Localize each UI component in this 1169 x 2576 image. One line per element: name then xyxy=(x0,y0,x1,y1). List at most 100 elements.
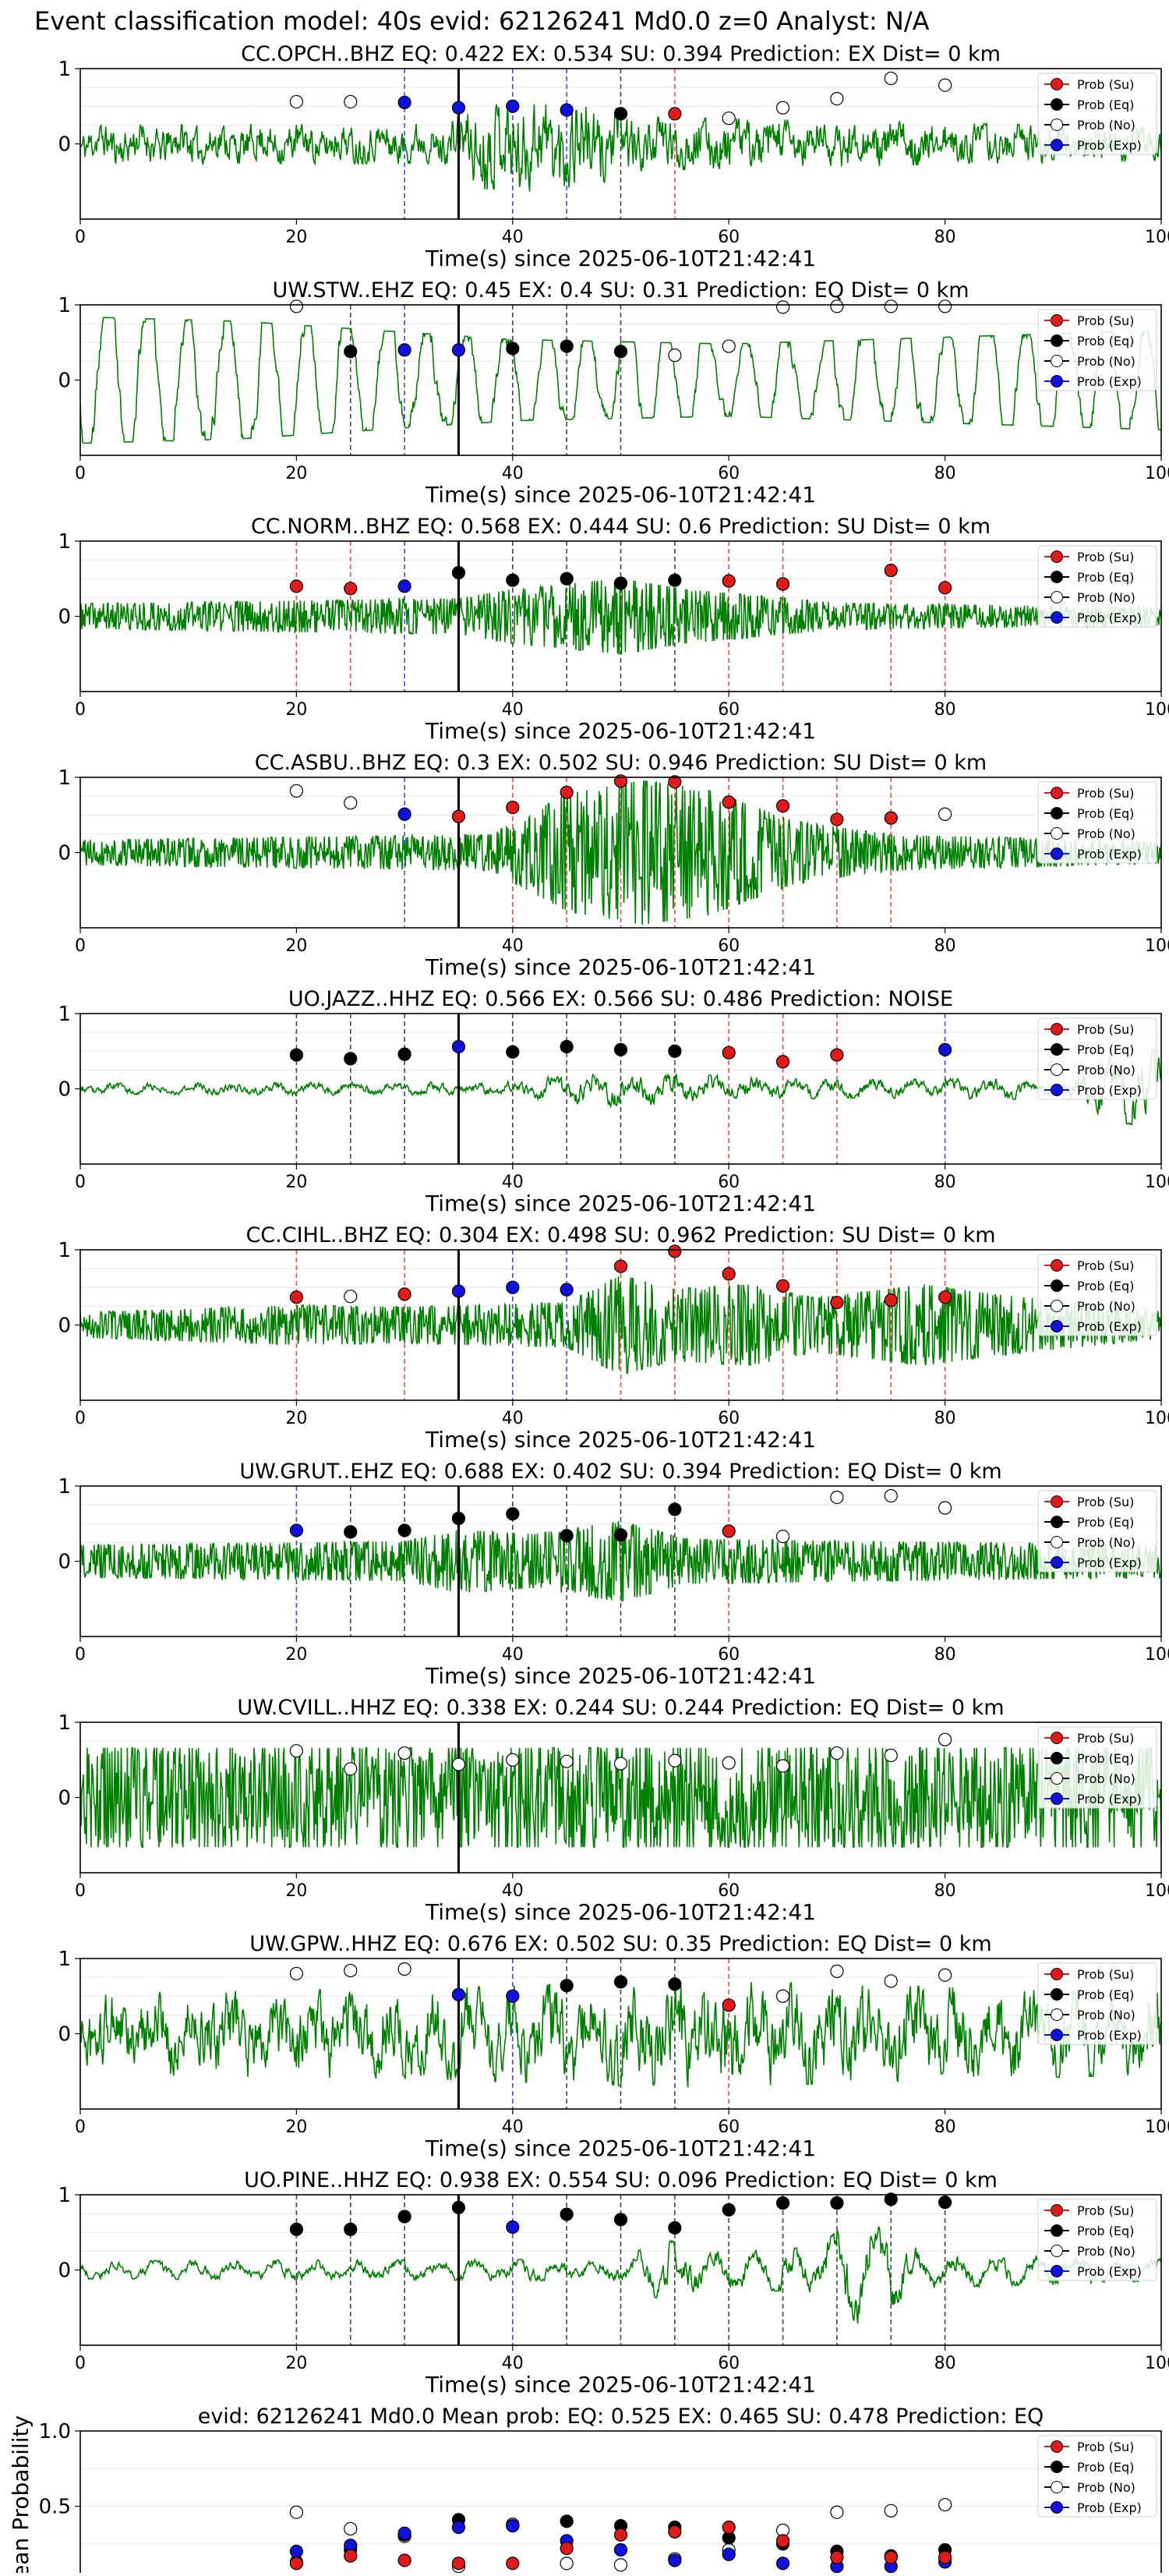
mean-marker-no xyxy=(613,2558,628,2572)
prob-marker-no xyxy=(722,111,736,126)
prob-marker-eq xyxy=(613,1042,628,1056)
legend-label-exp: Prob (Exp) xyxy=(1077,2264,1142,2279)
mean-marker-su xyxy=(560,2541,574,2556)
x-tick-label: 80 xyxy=(934,1409,956,1428)
mean-marker-exp xyxy=(613,2542,628,2557)
x-tick-label: 100 xyxy=(1145,2118,1169,2137)
prob-marker-no xyxy=(938,1732,952,1746)
legend-frame xyxy=(1037,309,1157,391)
legend-marker-no xyxy=(1051,827,1063,840)
legend-marker-no xyxy=(1051,2481,1063,2493)
prob-marker-exp xyxy=(451,1284,466,1298)
y-tick-label: 0 xyxy=(58,1078,71,1102)
x-tick-label: 40 xyxy=(502,1409,524,1428)
x-axis-label: Time(s) since 2025-06-10T21:42:41 xyxy=(425,718,816,744)
legend-label-su: Prob (Su) xyxy=(1077,77,1134,92)
legend-marker-eq xyxy=(1051,1043,1063,1056)
prob-marker-exp xyxy=(397,579,411,593)
prob-marker-no xyxy=(775,300,790,314)
x-tick-label: 60 xyxy=(718,1645,740,1665)
panel-title: CC.NORM..BHZ EQ: 0.568 EX: 0.444 SU: 0.6… xyxy=(251,515,991,539)
x-tick-label: 100 xyxy=(1145,464,1169,483)
prob-marker-no xyxy=(938,807,952,821)
legend-frame xyxy=(1037,1726,1157,1809)
prob-marker-su xyxy=(830,1048,844,1062)
legend-marker-su xyxy=(1051,550,1063,563)
station-panel: 10020406080100CC.CIHL..BHZ EQ: 0.304 EX:… xyxy=(58,1223,1169,1453)
legend-label-no: Prob (No) xyxy=(1077,2008,1135,2022)
legend-label-no: Prob (No) xyxy=(1077,2480,1135,2495)
y-tick-label: 0 xyxy=(58,2259,71,2283)
legend-label-no: Prob (No) xyxy=(1077,1299,1135,1314)
station-panel: 10020406080100CC.ASBU..BHZ EQ: 0.3 EX: 0… xyxy=(58,751,1169,980)
prob-marker-no xyxy=(884,1748,898,1763)
prob-marker-su xyxy=(722,1267,736,1281)
legend-label-exp: Prob (Exp) xyxy=(1077,1555,1142,1570)
prob-marker-su xyxy=(775,799,790,813)
panel-title: CC.CIHL..BHZ EQ: 0.304 EX: 0.498 SU: 0.9… xyxy=(245,1223,995,1247)
x-tick-label: 60 xyxy=(718,936,740,956)
prob-marker-no xyxy=(830,91,844,106)
prob-marker-no xyxy=(722,339,736,353)
station-panel: 10020406080100UW.STW..EHZ EQ: 0.45 EX: 0… xyxy=(58,278,1169,508)
prob-marker-eq xyxy=(884,2192,898,2206)
prob-marker-no xyxy=(344,94,358,109)
x-tick-label: 100 xyxy=(1145,936,1169,956)
x-tick-label: 40 xyxy=(502,700,524,720)
legend-label-eq: Prob (Eq) xyxy=(1077,1987,1134,2002)
x-tick-label: 40 xyxy=(502,228,524,247)
prob-marker-no xyxy=(884,1974,898,1988)
legend-label-su: Prob (Su) xyxy=(1077,786,1134,801)
mean-marker-no xyxy=(938,2497,952,2512)
prob-marker-eq xyxy=(506,1045,520,1059)
mean-marker-exp xyxy=(722,2547,736,2561)
y-tick-label: 1 xyxy=(58,1711,71,1735)
prob-marker-no xyxy=(775,1989,790,2003)
legend-marker-eq xyxy=(1051,1279,1063,1292)
prob-marker-su xyxy=(451,809,466,823)
prob-marker-exp xyxy=(289,1523,303,1537)
legend-label-exp: Prob (Exp) xyxy=(1077,2500,1142,2515)
prob-marker-su xyxy=(668,775,682,789)
legend-frame xyxy=(1037,2435,1157,2518)
legend-label-no: Prob (No) xyxy=(1077,826,1135,841)
legend-marker-eq xyxy=(1051,1988,1063,2001)
x-tick-label: 40 xyxy=(502,2354,524,2373)
legend: Prob (Su) Prob (Eq) Prob (No) Prob (Exp) xyxy=(1037,73,1157,155)
legend-label-no: Prob (No) xyxy=(1077,1535,1135,1550)
prob-marker-su xyxy=(775,1279,790,1293)
legend-label-su: Prob (Su) xyxy=(1077,1258,1134,1273)
legend-frame xyxy=(1037,1490,1157,1573)
prob-marker-no xyxy=(451,1757,466,1771)
mean-marker-exp xyxy=(289,2544,303,2558)
prob-marker-no xyxy=(344,1762,358,1776)
prob-marker-eq xyxy=(668,573,682,587)
mean-marker-exp xyxy=(506,2518,520,2533)
prob-marker-eq xyxy=(397,2210,411,2224)
x-tick-label: 20 xyxy=(285,1881,307,1901)
prob-marker-su xyxy=(560,785,574,799)
prob-marker-eq xyxy=(560,1039,574,1054)
prob-marker-no xyxy=(938,1968,952,1982)
x-tick-label: 20 xyxy=(285,936,307,956)
prob-marker-exp xyxy=(397,343,411,357)
legend-marker-eq xyxy=(1051,2224,1063,2237)
figure-suptitle: Event classification model: 40s evid: 62… xyxy=(34,6,930,36)
prob-marker-eq xyxy=(775,2196,790,2210)
prob-marker-eq xyxy=(506,341,520,356)
prob-marker-eq xyxy=(344,345,358,359)
prob-marker-eq xyxy=(560,571,574,586)
x-tick-label: 0 xyxy=(75,1881,86,1901)
legend-label-su: Prob (Su) xyxy=(1077,550,1134,564)
x-tick-label: 40 xyxy=(502,936,524,956)
y-tick-label: 1 xyxy=(58,530,71,554)
prob-marker-eq xyxy=(613,1528,628,1542)
mean-marker-su xyxy=(775,2534,790,2548)
prob-marker-no xyxy=(830,1964,844,1979)
prob-marker-su xyxy=(506,800,520,815)
x-axis-label: Time(s) since 2025-06-10T21:42:41 xyxy=(425,954,816,980)
prob-marker-su xyxy=(722,574,736,588)
x-tick-label: 100 xyxy=(1145,2354,1169,2373)
prob-marker-exp xyxy=(938,1042,952,1056)
mean-marker-su xyxy=(830,2550,844,2564)
